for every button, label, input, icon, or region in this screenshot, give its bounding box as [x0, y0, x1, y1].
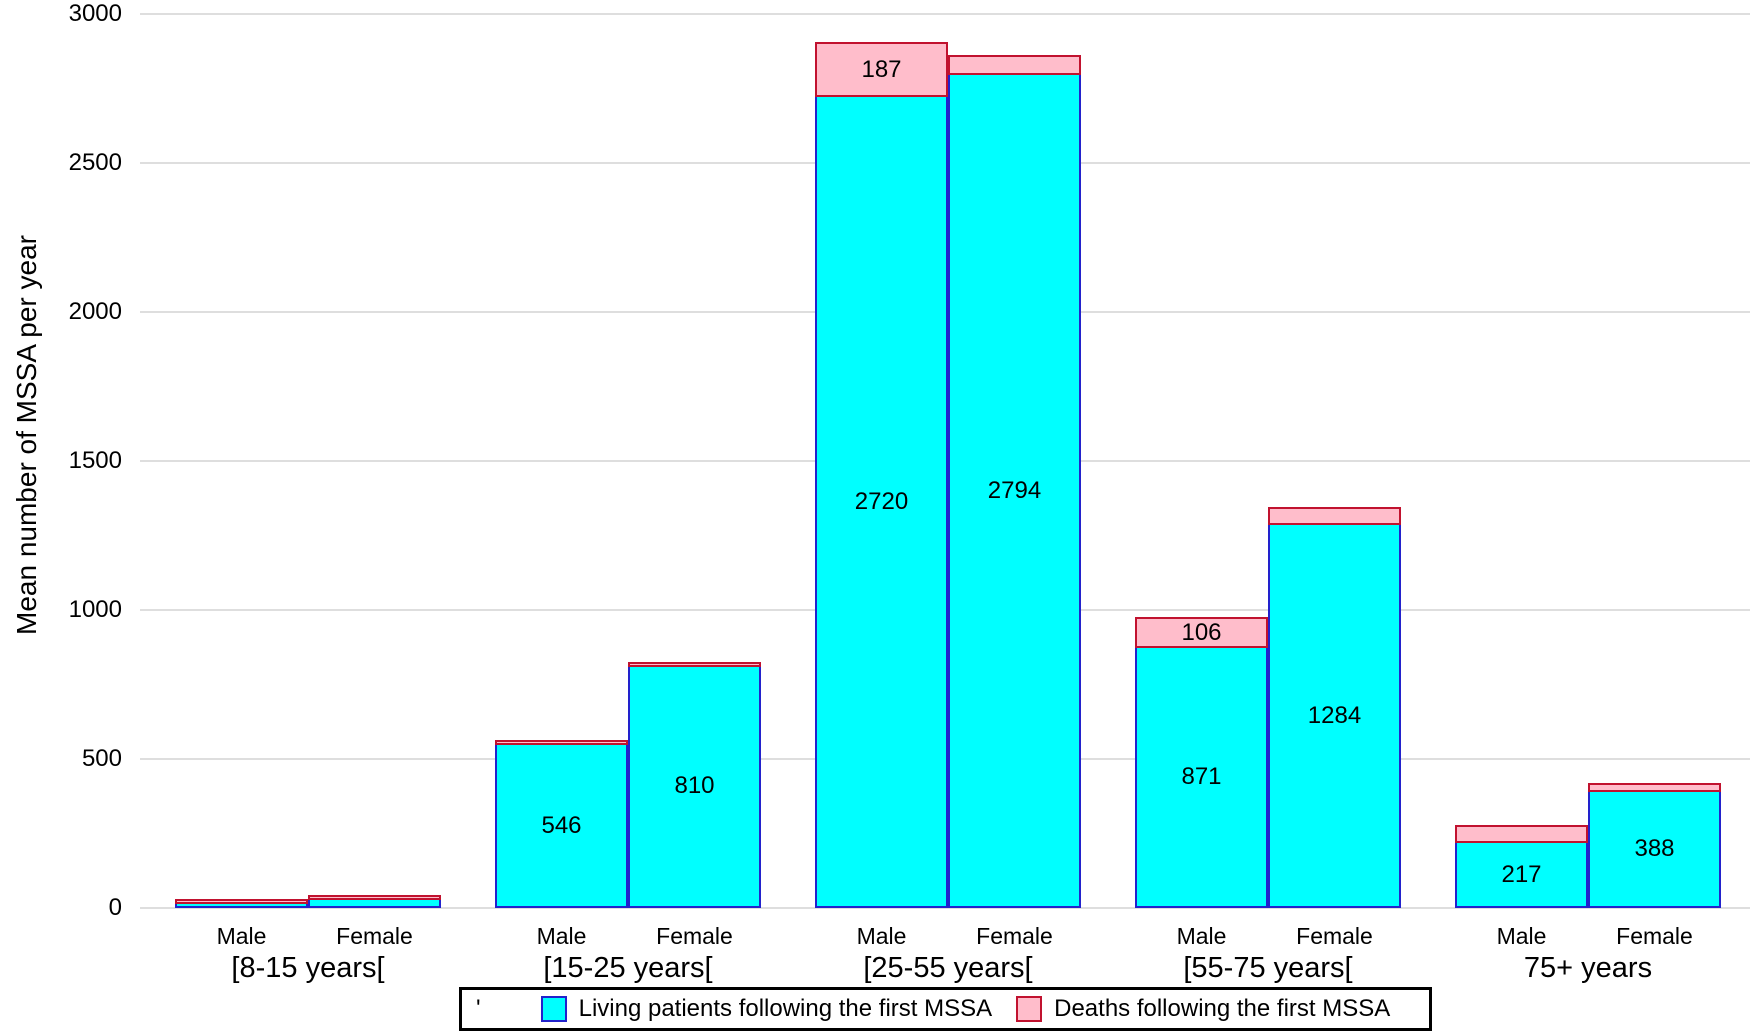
bar-segment-living: 810 [628, 666, 761, 908]
bar-[8-15 years[-Male [175, 899, 308, 908]
living-value-label: 2794 [987, 476, 1042, 504]
living-swatch-icon [540, 996, 567, 1022]
y-axis-title: Mean number of MSSA per year [11, 235, 42, 635]
bar-segment-deaths [948, 54, 1081, 76]
y-tick-label: 0 [108, 894, 122, 921]
legend-label-deaths: Deaths following the first MSSA [1054, 995, 1391, 1022]
bar-75+ years-Female: 388 [1588, 783, 1721, 908]
y-tick-label: 3000 [68, 0, 122, 27]
living-value-label: 217 [1501, 860, 1542, 888]
x-tick-label-female: Female [1616, 923, 1693, 949]
y-tick-label: 1000 [68, 596, 122, 623]
bar-segment-deaths [495, 740, 628, 746]
x-tick-label-male: Male [856, 923, 907, 949]
bar-segment-deaths [175, 899, 308, 904]
bar-[25-55 years[-Female: 2794 [948, 54, 1081, 908]
bar-segment-deaths [1455, 825, 1588, 844]
deaths-swatch-icon [1016, 996, 1043, 1022]
living-value-label: 546 [541, 811, 582, 839]
bar-[25-55 years[-Male: 187 2720 [815, 41, 948, 908]
bar-segment-deaths: 187 [815, 41, 948, 98]
bar-segment-deaths [1588, 783, 1721, 793]
bar-segment-living [308, 900, 441, 908]
grid-line-0 [140, 907, 1750, 909]
y-tick-label: 2500 [68, 149, 122, 176]
bar-[15-25 years[-Female: 810 [628, 661, 761, 908]
bar-segment-living: 388 [1588, 792, 1721, 908]
deaths-value-label: 106 [1181, 618, 1222, 646]
x-tick-label-female: Female [336, 923, 413, 949]
grid-line-3000 [140, 13, 1750, 15]
group-label-2: [25-55 years[ [863, 952, 1033, 984]
living-value-label: 810 [674, 772, 715, 800]
deaths-value-label: 187 [861, 55, 902, 83]
group-label-0: [8-15 years[ [231, 952, 385, 984]
legend-prefix-quote: ' [476, 995, 481, 1022]
x-tick-label-female: Female [976, 923, 1053, 949]
bar-segment-living: 871 [1135, 648, 1268, 908]
bar-segment-living: 546 [495, 745, 628, 908]
y-tick-label: 2000 [68, 298, 122, 325]
y-tick-label: 1500 [68, 447, 122, 474]
group-label-1: [15-25 years[ [543, 952, 713, 984]
bar-75+ years-Male: 217 [1455, 825, 1588, 908]
living-value-label: 388 [1634, 835, 1675, 863]
x-tick-label-female: Female [656, 923, 733, 949]
bar-segment-living: 1284 [1268, 525, 1401, 908]
bar-segment-deaths [628, 661, 761, 667]
bar-segment-living: 2720 [815, 97, 948, 908]
x-tick-label-male: Male [216, 923, 267, 949]
y-tick-label: 500 [81, 745, 122, 772]
x-tick-label-female: Female [1296, 923, 1373, 949]
living-value-label: 871 [1181, 763, 1222, 791]
group-label-3: [55-75 years[ [1183, 952, 1353, 984]
group-label-4: 75+ years [1523, 952, 1653, 984]
legend-label-living: Living patients following the first MSSA [578, 995, 993, 1022]
bar-segment-living: 2794 [948, 75, 1081, 908]
x-tick-label-male: Male [1176, 923, 1227, 949]
bar-segment-deaths: 106 [1135, 616, 1268, 649]
bar-[15-25 years[-Male: 546 [495, 740, 628, 908]
bar-segment-deaths [308, 895, 441, 901]
bar-[55-75 years[-Male: 106 871 [1135, 616, 1268, 908]
bar-[55-75 years[-Female: 1284 [1268, 507, 1401, 908]
bar-segment-deaths [1268, 507, 1401, 526]
bar-segment-living [175, 904, 308, 908]
bar-[8-15 years[-Female [308, 895, 441, 908]
bar-segment-living: 217 [1455, 843, 1588, 908]
legend: ' Living patients following the first MS… [459, 987, 1432, 1031]
x-tick-label-male: Male [1496, 923, 1547, 949]
living-value-label: 1284 [1307, 701, 1362, 729]
x-tick-label-male: Male [536, 923, 587, 949]
living-value-label: 2720 [854, 487, 909, 515]
